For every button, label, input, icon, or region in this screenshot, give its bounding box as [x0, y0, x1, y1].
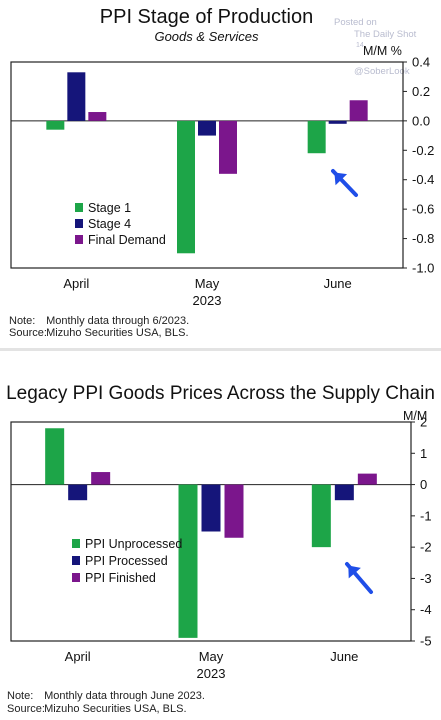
legend-swatch: [72, 556, 80, 565]
x-year-label: 2023: [193, 293, 222, 308]
bar-ppi-finished-june: [357, 473, 377, 485]
bar-stage-1-may: [177, 120, 195, 254]
bar-final-demand-april: [88, 112, 107, 121]
watermark-date: 14: [356, 42, 364, 49]
y-axis-unit-label: M/M: [403, 409, 428, 423]
y-tick-label: -0.8: [412, 231, 434, 246]
source-text: Mizuho Securities USA, BLS.: [44, 703, 187, 715]
legend-label: Final Demand: [88, 233, 166, 247]
source-text: Mizuho Securities USA, BLS.: [46, 327, 189, 339]
y-tick-label: -1: [420, 508, 432, 523]
bar-chart-ppi-stage: 0.4 0.2 0.0 -0.2 -0.4 -0.6 -0.8 -1.0 April May Jun…: [10, 55, 434, 308]
x-category-label: April: [63, 276, 89, 291]
bar-ppi-processed-may: [201, 484, 221, 532]
bar-ppi-processed-april: [68, 484, 88, 501]
x-category-label: May: [199, 649, 224, 664]
legend-label: PPI Finished: [85, 571, 156, 585]
source-key: Source:: [7, 703, 45, 715]
note-text: Monthly data through 6/2023.: [46, 315, 190, 327]
chart-panel-legacy-ppi: Legacy PPI Goods Prices Across the Suppl…: [0, 348, 441, 720]
x-category-label: May: [195, 276, 220, 291]
chart-title: Legacy PPI Goods Prices Across the Suppl…: [6, 383, 435, 404]
x-category-label: June: [324, 276, 352, 291]
bar-ppi-processed-june: [334, 484, 354, 501]
y-tick-label: 2: [420, 415, 427, 430]
bar-stage-1-june: [307, 120, 326, 154]
annotation-arrow-head: [348, 565, 361, 579]
bar-stage-4-may: [198, 120, 216, 136]
y-tick-label: 1: [420, 446, 427, 461]
watermark-posted-on: Posted on: [334, 17, 377, 28]
bar-final-demand-may: [219, 120, 237, 174]
chart-note: Note: Monthly data through June 2023.: [7, 690, 205, 703]
annotation-arrow-head: [334, 172, 348, 186]
bar-stage-4-april: [67, 72, 86, 121]
legend-swatch: [72, 539, 80, 548]
bar-ppi-unprocessed-april: [45, 428, 65, 485]
panel-divider: [0, 348, 441, 351]
y-tick-label: -1.0: [412, 261, 434, 276]
legend-label: PPI Processed: [85, 554, 168, 568]
watermark-handle: @SoberLook: [354, 66, 410, 77]
y-tick-label: -0.2: [412, 143, 434, 158]
legend-swatch: [75, 203, 83, 212]
x-category-label: April: [65, 649, 91, 664]
legend-swatch: [75, 219, 83, 228]
x-category-label: June: [330, 649, 358, 664]
legend-label: Stage 4: [88, 217, 131, 231]
bar-final-demand-june: [349, 100, 368, 121]
bar-stage-1-april: [46, 120, 65, 130]
y-tick-label: 0.2: [412, 84, 430, 99]
note-key: Note:: [9, 315, 36, 327]
legend-swatch: [75, 235, 83, 244]
note-key: Note:: [7, 690, 34, 702]
legend-label: PPI Unprocessed: [85, 537, 182, 551]
source-key: Source:: [9, 327, 47, 339]
legend-label: Stage 1: [88, 201, 131, 215]
bar-ppi-unprocessed-may: [178, 484, 198, 638]
chart-panel-ppi-stage: PPI Stage of Production Goods & Services…: [0, 0, 441, 348]
y-tick-label: 0.0: [412, 113, 430, 128]
y-tick-label: -0.4: [412, 172, 434, 187]
bar-stage-4-june: [328, 120, 347, 124]
y-axis-unit-label: M/M %: [363, 44, 402, 58]
y-tick-label: -5: [420, 634, 432, 649]
chart-title: PPI Stage of Production: [99, 6, 314, 28]
y-tick-label: 0: [420, 477, 427, 492]
bar-ppi-finished-may: [224, 484, 244, 538]
chart-source: Source: Mizuho Securities USA, BLS.: [7, 703, 187, 716]
y-tick-label: -4: [420, 602, 432, 617]
y-tick-label: -2: [420, 540, 432, 555]
legend-swatch: [72, 573, 80, 582]
y-tick-label: -3: [420, 571, 432, 586]
note-text: Monthly data through June 2023.: [44, 690, 205, 702]
x-year-label: 2023: [197, 666, 226, 681]
plot-frame: [10, 61, 404, 269]
chart-source: Source: Mizuho Securities USA, BLS.: [9, 327, 189, 340]
plot-frame: [10, 421, 412, 642]
y-tick-label: 0.4: [412, 55, 430, 70]
chart-note: Note: Monthly data through 6/2023.: [9, 315, 189, 328]
bar-chart-legacy-ppi: 2 1 0 -1 -2 -3 -4 -5 April May June 2023 PPI Unproce…: [10, 415, 432, 681]
watermark-site: The Daily Shot: [354, 29, 417, 40]
chart-subtitle: Goods & Services: [154, 29, 259, 44]
y-tick-label: -0.6: [412, 202, 434, 217]
bar-ppi-finished-april: [91, 472, 111, 485]
bar-ppi-unprocessed-june: [311, 484, 331, 548]
